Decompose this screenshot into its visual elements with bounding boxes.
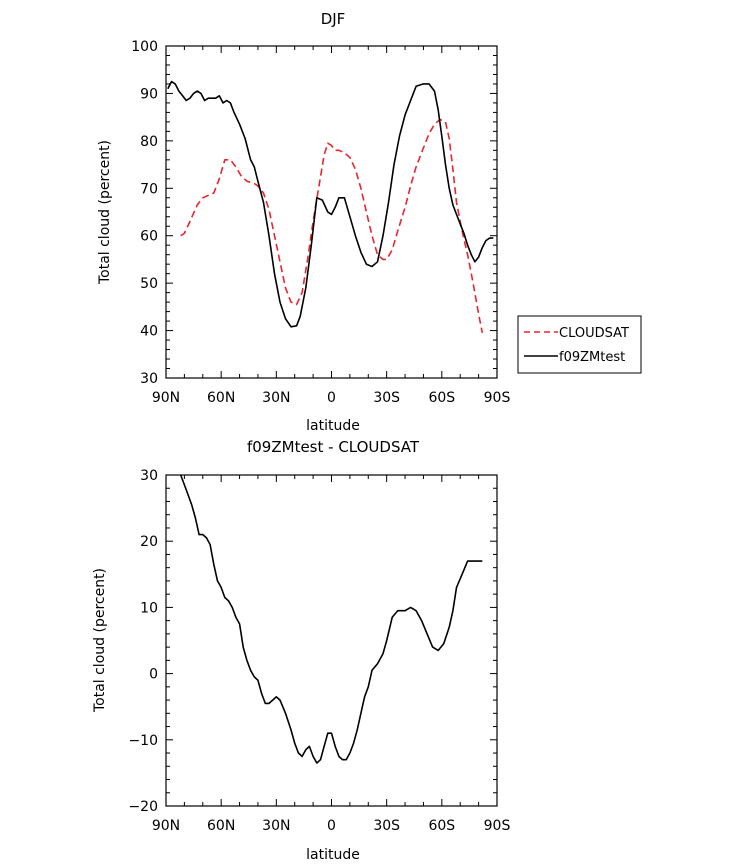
x-axis-label: latitude bbox=[306, 847, 360, 863]
chart-title: DJF bbox=[321, 10, 346, 28]
plot-frame bbox=[165, 474, 498, 807]
y-axis-label: Total cloud (percent) bbox=[97, 140, 113, 285]
y-tick-label: 80 bbox=[140, 134, 158, 150]
y-tick-label: 40 bbox=[140, 324, 158, 340]
x-tick-label: 30S bbox=[373, 390, 400, 406]
x-tick-label: 60N bbox=[207, 390, 235, 406]
x-tick-label: 60S bbox=[428, 818, 455, 834]
x-tick-label: 30S bbox=[373, 818, 400, 834]
legend-label-cloudsat: CLOUDSAT bbox=[559, 326, 629, 341]
x-tick-label: 90N bbox=[152, 390, 180, 406]
panel-difference: f09ZMtest - CLOUDSAT 90N 60N 30N 0 30S 60S 90S… bbox=[92, 438, 510, 863]
x-tick-label: 0 bbox=[327, 818, 336, 834]
legend: CLOUDSAT f09ZMtest bbox=[517, 315, 642, 374]
x-tick-label: 90S bbox=[484, 818, 511, 834]
plot-frame bbox=[165, 45, 498, 379]
x-tick-label: 30N bbox=[262, 390, 290, 406]
panel-djf: DJF 90N 60N 30N 0 30S 60S 90S 30 40 50 60 70 80 90 100… bbox=[97, 10, 642, 434]
y-tick-label: 10 bbox=[140, 600, 158, 616]
y-tick-label: 30 bbox=[140, 371, 158, 387]
chart-title: f09ZMtest - CLOUDSAT bbox=[247, 438, 420, 456]
plot-area: 90N 60N 30N 0 30S 60S 90S 30 40 50 60 70 80 90 100 bbox=[131, 39, 510, 406]
x-tick-label: 30N bbox=[262, 818, 290, 834]
x-tick-label: 60S bbox=[428, 390, 455, 406]
y-tick-label: 60 bbox=[140, 229, 158, 245]
y-tick-label: −10 bbox=[128, 733, 158, 749]
x-tick-label: 60N bbox=[207, 818, 235, 834]
legend-label-f09zmtest: f09ZMtest bbox=[559, 350, 625, 365]
y-axis-label: Total cloud (percent) bbox=[92, 568, 108, 713]
y-tick-label: 70 bbox=[140, 181, 158, 197]
y-tick-label: 90 bbox=[140, 86, 158, 102]
x-tick-label: 90S bbox=[484, 390, 511, 406]
y-tick-label: −20 bbox=[128, 799, 158, 815]
plot-area: 90N 60N 30N 0 30S 60S 90S −20 −10 0 10 20 30 bbox=[128, 468, 510, 834]
x-tick-label: 90N bbox=[152, 818, 180, 834]
x-axis-label: latitude bbox=[306, 418, 360, 434]
y-tick-label: 20 bbox=[140, 534, 158, 550]
series-line-difference bbox=[179, 474, 483, 764]
legend-box bbox=[517, 315, 642, 374]
y-tick-label: 30 bbox=[140, 468, 158, 484]
y-tick-label: 50 bbox=[140, 276, 158, 292]
y-tick-label: 100 bbox=[131, 39, 158, 55]
series-line-f09zmtest bbox=[167, 80, 494, 328]
x-tick-label: 0 bbox=[327, 390, 336, 406]
y-tick-label: 0 bbox=[149, 667, 158, 683]
series-line-cloudsat bbox=[180, 118, 484, 334]
